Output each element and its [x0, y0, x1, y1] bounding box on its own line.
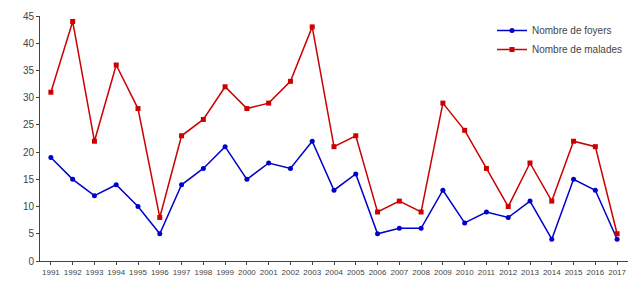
svg-text:1993: 1993	[86, 268, 104, 277]
svg-text:2002: 2002	[282, 268, 300, 277]
svg-text:25: 25	[23, 119, 35, 130]
svg-text:2016: 2016	[586, 268, 604, 277]
svg-text:30: 30	[23, 92, 35, 103]
svg-text:2017: 2017	[608, 268, 626, 277]
svg-text:2014: 2014	[543, 268, 561, 277]
svg-text:2015: 2015	[565, 268, 583, 277]
svg-text:15: 15	[23, 174, 35, 185]
svg-text:2012: 2012	[499, 268, 517, 277]
svg-text:35: 35	[23, 65, 35, 76]
svg-text:Nombre de foyers: Nombre de foyers	[532, 25, 611, 36]
svg-text:40: 40	[23, 38, 35, 49]
svg-text:1991: 1991	[42, 268, 60, 277]
svg-text:2001: 2001	[260, 268, 278, 277]
svg-text:2003: 2003	[303, 268, 321, 277]
svg-text:5: 5	[28, 228, 34, 239]
svg-text:2010: 2010	[456, 268, 474, 277]
svg-text:2008: 2008	[412, 268, 430, 277]
svg-text:1996: 1996	[151, 268, 169, 277]
svg-text:20: 20	[23, 147, 35, 158]
svg-text:1997: 1997	[173, 268, 191, 277]
svg-text:2004: 2004	[325, 268, 343, 277]
svg-text:2005: 2005	[347, 268, 365, 277]
svg-text:1999: 1999	[216, 268, 234, 277]
svg-text:1995: 1995	[129, 268, 147, 277]
svg-text:2011: 2011	[478, 268, 496, 277]
svg-text:2013: 2013	[521, 268, 539, 277]
svg-text:2000: 2000	[238, 268, 256, 277]
svg-text:45: 45	[23, 11, 35, 22]
svg-text:1992: 1992	[64, 268, 82, 277]
svg-text:2006: 2006	[369, 268, 387, 277]
svg-text:Nombre de malades: Nombre de malades	[532, 44, 622, 55]
svg-text:1994: 1994	[107, 268, 125, 277]
svg-text:10: 10	[23, 201, 35, 212]
svg-text:2007: 2007	[390, 268, 408, 277]
svg-text:1998: 1998	[194, 268, 212, 277]
svg-text:2009: 2009	[434, 268, 452, 277]
svg-text:0: 0	[28, 256, 34, 267]
